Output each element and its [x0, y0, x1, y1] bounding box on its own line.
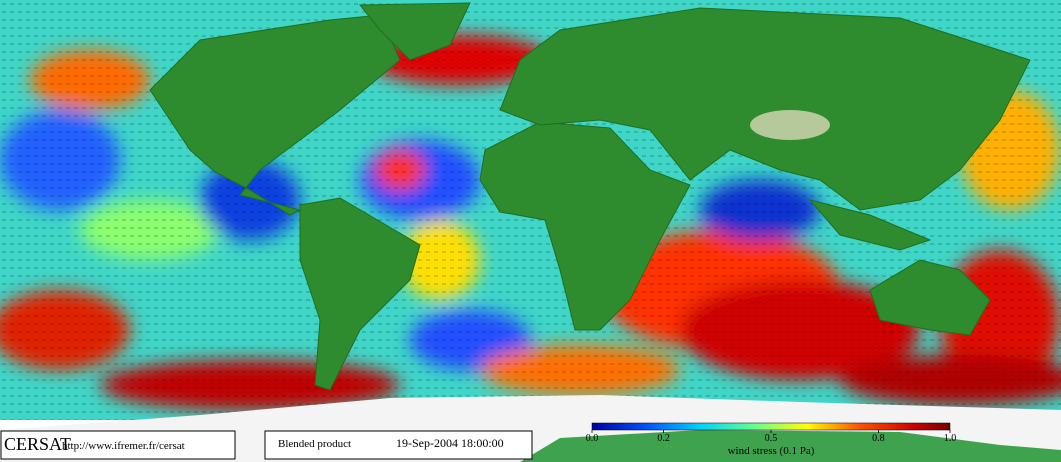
colorbar-tick-label: 0.8 [872, 433, 885, 444]
colorbar-tick-label: 0.2 [657, 433, 670, 444]
product-box [264, 430, 533, 460]
colorbar: wind stress (0.1 Pa) 0.0 0.2 0.5 0.8 1.0 [586, 422, 957, 457]
colorbar-tick-label: 0.0 [586, 433, 599, 444]
plateau [750, 110, 830, 140]
colorbar-tick-label: 0.5 [765, 433, 778, 444]
product: Blended product [278, 438, 351, 450]
logo-box [0, 430, 236, 460]
datetime: 19-Sep-2004 18:00:00 [396, 436, 504, 450]
colorbar-title: wind stress (0.1 Pa) [728, 445, 815, 457]
url: http://www.ifremer.fr/cersat [62, 440, 185, 452]
land [149, 2, 1031, 391]
colorbar-tick-label: 1.0 [944, 433, 957, 444]
colorbar-ramp [591, 422, 951, 431]
logo: CERSAT [4, 434, 71, 454]
antarctica-relief [520, 430, 1061, 462]
